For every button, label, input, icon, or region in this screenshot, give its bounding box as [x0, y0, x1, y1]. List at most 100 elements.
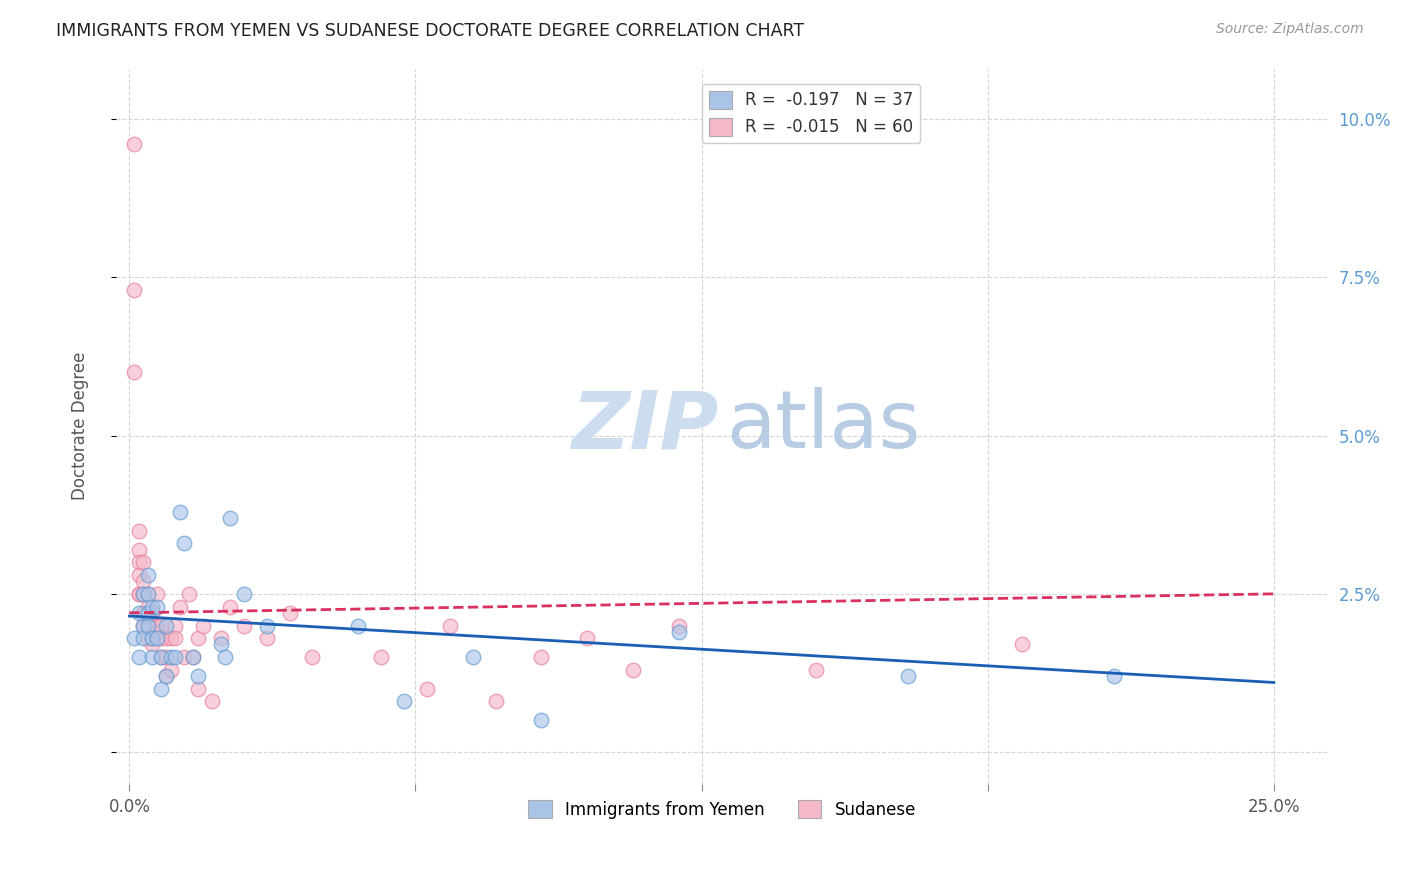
Point	[146, 587, 169, 601]
Point	[165, 650, 187, 665]
Point	[530, 714, 553, 728]
Point	[530, 650, 553, 665]
Point	[187, 631, 209, 645]
Point	[136, 587, 159, 601]
Point	[122, 365, 145, 379]
Point	[159, 631, 181, 645]
Point	[155, 631, 177, 645]
Point	[150, 650, 173, 665]
Point	[132, 555, 155, 569]
Point	[128, 555, 150, 569]
Point	[128, 524, 150, 538]
Point	[136, 567, 159, 582]
Point	[146, 624, 169, 639]
Point	[122, 137, 145, 152]
Point	[150, 681, 173, 696]
Point	[128, 567, 150, 582]
Point	[177, 587, 200, 601]
Point	[141, 631, 163, 645]
Point	[209, 631, 232, 645]
Point	[439, 618, 461, 632]
Point	[146, 599, 169, 614]
Text: atlas: atlas	[725, 387, 920, 465]
Point	[278, 606, 301, 620]
Point	[347, 618, 370, 632]
Point	[416, 681, 439, 696]
Point	[155, 669, 177, 683]
Point	[159, 650, 181, 665]
Point	[136, 587, 159, 601]
Point	[484, 694, 506, 708]
Point	[141, 650, 163, 665]
Point	[146, 631, 169, 645]
Point	[141, 638, 163, 652]
Point	[392, 694, 415, 708]
Point	[214, 650, 236, 665]
Point	[159, 663, 181, 677]
Point	[370, 650, 392, 665]
Point	[136, 631, 159, 645]
Point	[141, 631, 163, 645]
Point	[183, 650, 205, 665]
Point	[165, 631, 187, 645]
Point	[128, 542, 150, 557]
Point	[150, 618, 173, 632]
Point	[461, 650, 484, 665]
Point	[141, 599, 163, 614]
Point	[301, 650, 323, 665]
Y-axis label: Doctorate Degree: Doctorate Degree	[72, 352, 89, 500]
Point	[209, 638, 232, 652]
Point	[668, 624, 690, 639]
Point	[136, 618, 159, 632]
Point	[132, 618, 155, 632]
Legend: Immigrants from Yemen, Sudanese: Immigrants from Yemen, Sudanese	[522, 794, 922, 825]
Point	[1011, 638, 1033, 652]
Point	[141, 606, 163, 620]
Point	[136, 618, 159, 632]
Point	[150, 631, 173, 645]
Text: Source: ZipAtlas.com: Source: ZipAtlas.com	[1216, 22, 1364, 37]
Point	[155, 650, 177, 665]
Point	[576, 631, 599, 645]
Point	[173, 536, 195, 550]
Point	[621, 663, 644, 677]
Point	[132, 587, 155, 601]
Point	[132, 587, 155, 601]
Point	[122, 631, 145, 645]
Point	[219, 511, 242, 525]
Point	[232, 587, 254, 601]
Point	[169, 505, 191, 519]
Point	[183, 650, 205, 665]
Point	[219, 599, 242, 614]
Point	[136, 606, 159, 620]
Point	[132, 631, 155, 645]
Point	[169, 599, 191, 614]
Text: ZIP: ZIP	[571, 387, 718, 465]
Point	[804, 663, 827, 677]
Point	[191, 618, 214, 632]
Point	[132, 606, 155, 620]
Point	[155, 618, 177, 632]
Point	[201, 694, 224, 708]
Point	[256, 618, 278, 632]
Point	[155, 669, 177, 683]
Point	[150, 650, 173, 665]
Point	[187, 681, 209, 696]
Point	[136, 606, 159, 620]
Point	[187, 669, 209, 683]
Point	[668, 618, 690, 632]
Point	[132, 618, 155, 632]
Point	[232, 618, 254, 632]
Point	[173, 650, 195, 665]
Point	[1102, 669, 1125, 683]
Point	[146, 618, 169, 632]
Point	[897, 669, 920, 683]
Point	[122, 283, 145, 297]
Point	[132, 574, 155, 589]
Text: IMMIGRANTS FROM YEMEN VS SUDANESE DOCTORATE DEGREE CORRELATION CHART: IMMIGRANTS FROM YEMEN VS SUDANESE DOCTOR…	[56, 22, 804, 40]
Point	[165, 618, 187, 632]
Point	[141, 606, 163, 620]
Point	[128, 650, 150, 665]
Point	[128, 587, 150, 601]
Point	[128, 587, 150, 601]
